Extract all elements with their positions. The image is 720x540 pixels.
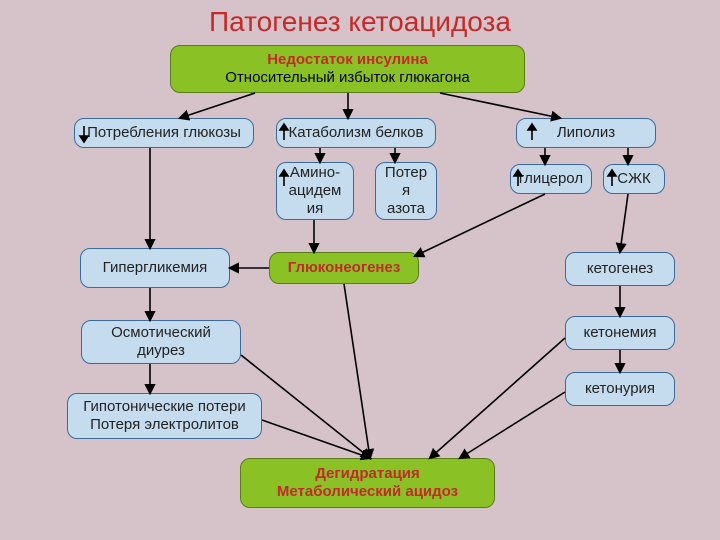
node-dehydr-l1: Дегидратация <box>277 465 458 483</box>
node-hyperglycemia: Гипергликемия <box>80 248 230 288</box>
node-ffa: СЖК <box>603 164 665 194</box>
node-insulin-l1: Недостаток инсулина <box>225 51 470 69</box>
node-insulin-l2: Относительный избыток глюкагона <box>225 69 470 87</box>
node-ketonuria: кетонурия <box>565 372 675 406</box>
node-glycerol: глицерол <box>510 164 592 194</box>
node-nitrogen-loss: Потер я азота <box>375 162 437 220</box>
node-catabolism: Катаболизм белков <box>276 118 436 148</box>
node-hypotonic-loss: Гипотонические потери Потеря электролито… <box>67 393 262 439</box>
node-dehydration: Дегидратация Метаболический ацидоз <box>240 458 495 508</box>
node-aminoacidemia: Амино- ацидем ия <box>276 162 354 220</box>
page-title: Патогенез кетоацидоза <box>0 6 720 38</box>
node-ketonemia: кетонемия <box>565 316 675 350</box>
node-dehydr-l2: Метаболический ацидоз <box>277 483 458 501</box>
node-ketogenesis: кетогенез <box>565 252 675 286</box>
node-diuresis: Осмотический диурез <box>81 320 241 364</box>
node-lipolysis: Липолиз <box>516 118 656 148</box>
node-gluconeogenesis: Глюконеогенез <box>269 252 419 284</box>
node-insulin: Недостаток инсулина Относительный избыто… <box>170 45 525 93</box>
node-glucose: Потребления глюкозы <box>74 118 254 148</box>
